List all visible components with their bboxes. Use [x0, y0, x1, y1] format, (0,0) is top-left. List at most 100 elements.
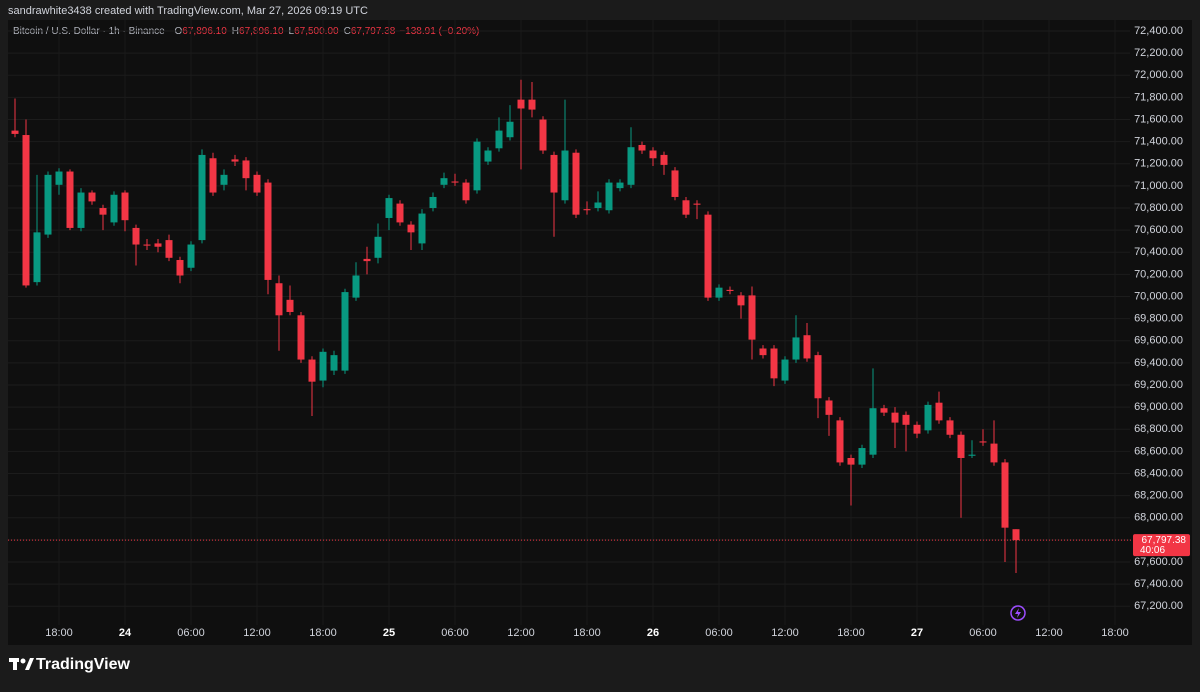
- candle-body: [847, 457, 855, 465]
- candle-body: [396, 203, 404, 223]
- y-tick-label: 70,200.00: [1134, 268, 1183, 280]
- candle-body: [495, 130, 503, 149]
- candle-body: [913, 424, 921, 434]
- candle-body: [693, 203, 701, 205]
- y-tick-label: 72,000.00: [1134, 69, 1183, 81]
- candle-body: [638, 144, 646, 151]
- y-tick-label: 68,600.00: [1134, 445, 1183, 457]
- x-tick-label: 18:00: [309, 627, 337, 639]
- candle-body: [814, 355, 822, 399]
- x-tick-label: 18:00: [837, 627, 865, 639]
- y-tick-label: 67,400.00: [1134, 578, 1183, 590]
- candle-body: [594, 202, 602, 209]
- candle-body: [517, 99, 525, 109]
- y-tick-label: 67,600.00: [1134, 556, 1183, 568]
- y-tick-label: 70,000.00: [1134, 290, 1183, 302]
- candle-body: [880, 408, 888, 413]
- candle-body: [803, 335, 811, 359]
- logo: [9, 658, 34, 670]
- x-tick-label: 26: [647, 627, 659, 639]
- y-tick-label: 72,200.00: [1134, 47, 1183, 59]
- y-tick-label: 70,400.00: [1134, 246, 1183, 258]
- x-tick-label: 12:00: [771, 627, 799, 639]
- candle-body: [341, 292, 349, 371]
- y-tick-label: 72,400.00: [1134, 25, 1183, 37]
- x-tick-label: 06:00: [705, 627, 733, 639]
- chart-panel: [8, 20, 1192, 645]
- y-tick-label: 68,800.00: [1134, 423, 1183, 435]
- candle-body: [715, 287, 723, 298]
- candle-body: [385, 198, 393, 218]
- candle-body: [792, 337, 800, 360]
- candle-body: [418, 213, 426, 244]
- candle-body: [891, 412, 899, 423]
- y-tick-label: 70,600.00: [1134, 224, 1183, 236]
- header: sandrawhite3438 created with TradingView…: [8, 5, 368, 17]
- candle-body: [88, 192, 96, 202]
- candle-body: [286, 299, 294, 312]
- x-tick-label: 12:00: [1035, 627, 1063, 639]
- x-tick-label: 27: [911, 627, 923, 639]
- candle-body: [275, 283, 283, 316]
- candle-body: [781, 359, 789, 381]
- candle-body: [143, 244, 151, 246]
- plot: [8, 20, 1133, 625]
- y-tick-label: 68,000.00: [1134, 512, 1183, 524]
- candle-body: [704, 214, 712, 298]
- y-tick-label: 67,200.00: [1134, 600, 1183, 612]
- x-tick-label: 25: [383, 627, 395, 639]
- candle-body: [462, 182, 470, 201]
- y-tick-label: 69,200.00: [1134, 379, 1183, 391]
- candle-body: [319, 351, 327, 381]
- y-tick-label: 69,600.00: [1134, 335, 1183, 347]
- candle-body: [968, 454, 976, 456]
- candle-body: [374, 236, 382, 258]
- x-tick-label: 06:00: [177, 627, 205, 639]
- candle-body: [132, 227, 140, 245]
- x-tick-label: 18:00: [45, 627, 73, 639]
- candle-body: [649, 150, 657, 159]
- candle-body: [748, 295, 756, 340]
- candle-body: [561, 150, 569, 201]
- candle-body: [902, 414, 910, 425]
- candle-body: [836, 420, 844, 463]
- candle-body: [583, 209, 591, 211]
- candle-body: [231, 159, 239, 162]
- candle-body: [121, 192, 129, 221]
- candle-body: [99, 208, 107, 215]
- candle-body: [242, 160, 250, 179]
- candle-body: [616, 182, 624, 189]
- candle-body: [154, 243, 162, 247]
- x-tick-label: 12:00: [507, 627, 535, 639]
- candle-body: [979, 441, 987, 443]
- candle-body: [110, 194, 118, 223]
- candle-body: [737, 295, 745, 306]
- x-tick-label: 18:00: [573, 627, 601, 639]
- candle-body: [220, 174, 228, 185]
- candle-body: [605, 182, 613, 211]
- candle-body: [187, 244, 195, 268]
- candle-body: [330, 355, 338, 371]
- candle-body: [484, 150, 492, 162]
- candle-body: [308, 359, 316, 382]
- y-tick-label: 71,000.00: [1134, 180, 1183, 192]
- candle-body: [407, 224, 415, 233]
- candle-body: [33, 232, 41, 283]
- x-tick-label: 06:00: [969, 627, 997, 639]
- y-tick-label: 69,000.00: [1134, 401, 1183, 413]
- y-tick-label: 69,800.00: [1134, 313, 1183, 325]
- price-axis: 67,200.0067,400.0067,600.0067,800.0068,0…: [45, 25, 1190, 639]
- candle-body: [550, 154, 558, 193]
- candle-body: [660, 154, 668, 165]
- candle-body: [352, 275, 360, 298]
- last-price-box: [1133, 534, 1190, 557]
- candle-body: [506, 121, 514, 138]
- candle-body: [869, 408, 877, 455]
- candle-body: [935, 402, 943, 421]
- candle-body: [671, 170, 679, 197]
- y-tick-label: 71,400.00: [1134, 136, 1183, 148]
- candle-body: [429, 196, 437, 209]
- last-price-label: 67,797.38: [1142, 535, 1187, 546]
- candle-body: [198, 154, 206, 241]
